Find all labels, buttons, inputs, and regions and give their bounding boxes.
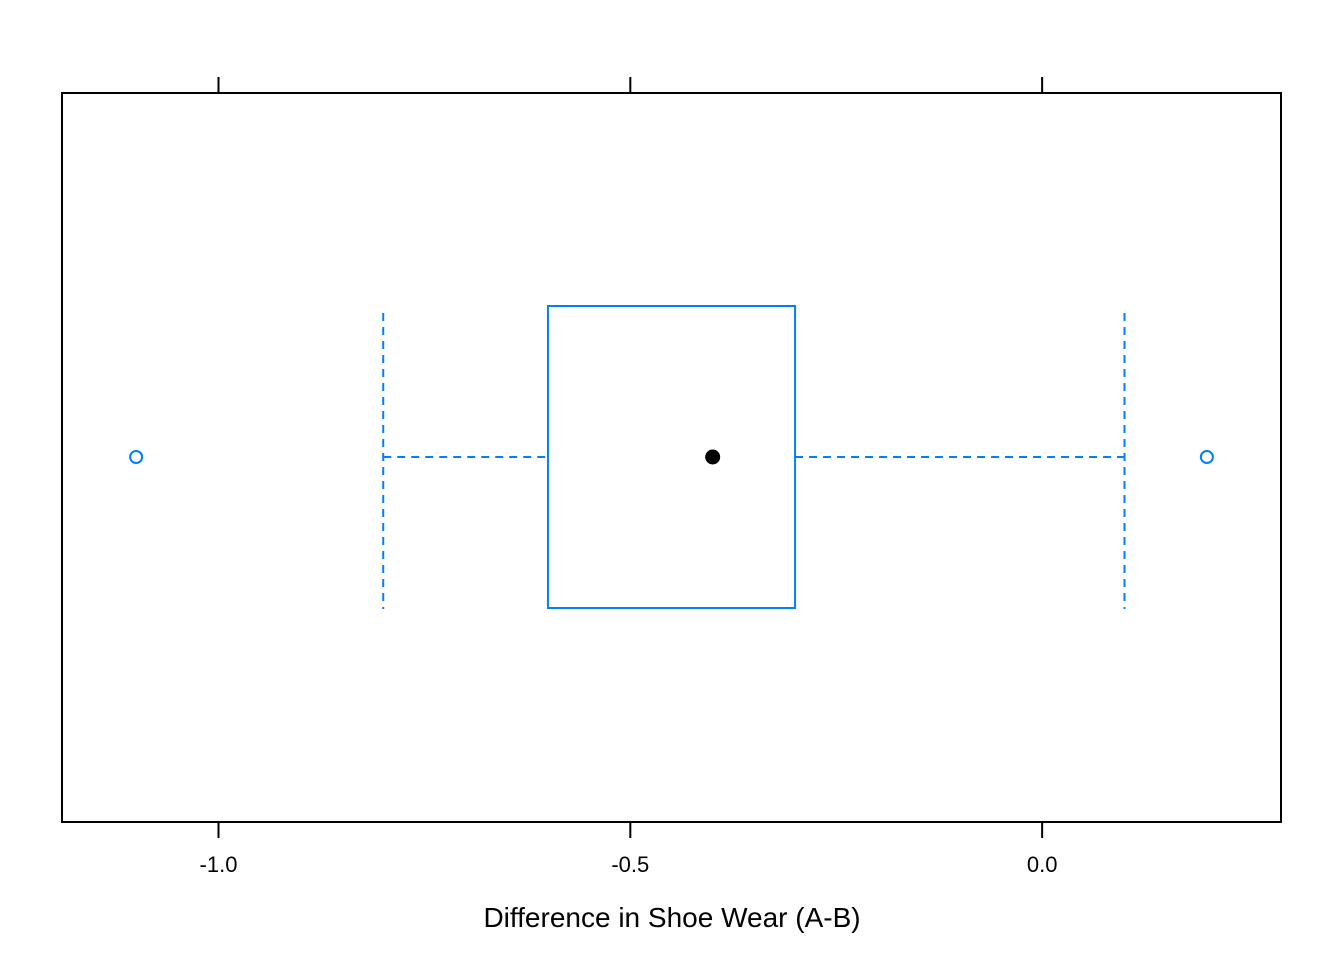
bottom-axis-ticks bbox=[217, 822, 1044, 838]
x-axis-title: Difference in Shoe Wear (A-B) bbox=[483, 902, 860, 933]
x-tick-labels: -1.0 -0.5 0.0 bbox=[200, 852, 1058, 877]
outlier-point bbox=[129, 450, 144, 464]
outlier-point bbox=[1199, 450, 1214, 464]
plot-frame bbox=[61, 92, 1282, 823]
x-tick-label: -1.0 bbox=[200, 852, 238, 877]
boxplot-group bbox=[129, 305, 1214, 609]
x-tick-label: 0.0 bbox=[1027, 852, 1058, 877]
iqr-box bbox=[546, 305, 797, 609]
median-dot bbox=[705, 449, 721, 465]
top-axis-ticks bbox=[217, 77, 1044, 93]
x-tick-label: -0.5 bbox=[611, 852, 649, 877]
